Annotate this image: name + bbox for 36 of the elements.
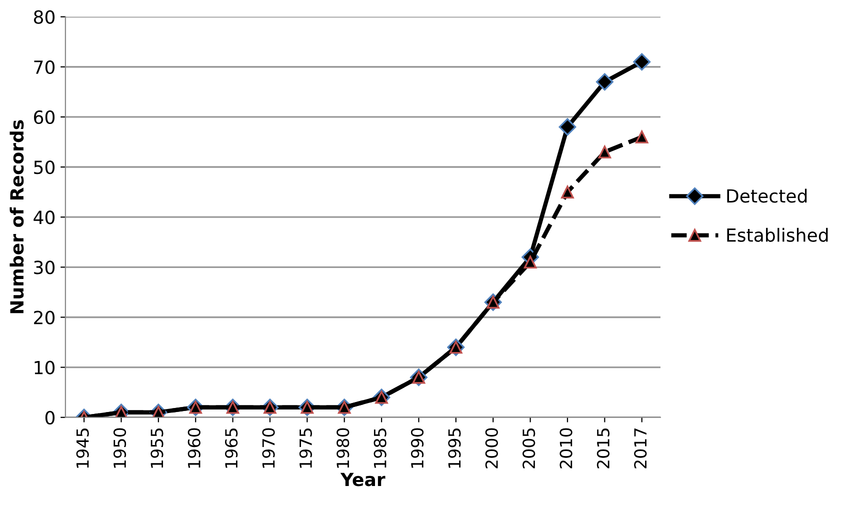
point (596, 73, 614, 91)
y-tick-label: 60 (34, 110, 55, 124)
x-tick-label: 1975 (299, 428, 312, 468)
x-tick-label: 1995 (448, 428, 461, 468)
x-tick-label: 2017 (634, 428, 647, 468)
x-tick-label: 1970 (262, 428, 275, 468)
point (561, 186, 574, 198)
x-tick-label: 2015 (596, 428, 610, 468)
y-tick-label: 50 (34, 160, 55, 174)
x-tick-label: 2000 (485, 428, 498, 468)
x-tick-label: 1960 (188, 428, 200, 468)
point (524, 256, 537, 269)
x-tick-label: 1950 (113, 428, 126, 468)
x-tick-label: 1955 (150, 428, 164, 468)
y-tick-label: 30 (34, 260, 55, 274)
x-tick-label: 1980 (336, 428, 350, 468)
legend-label: Detected (727, 188, 807, 203)
x-tick-label: 1945 (76, 428, 89, 468)
y-tick-label: 20 (34, 310, 55, 324)
x-tick-label: 2005 (522, 428, 536, 468)
point (558, 118, 576, 136)
y-tick-label: 70 (34, 60, 55, 74)
y-tick-label: 80 (34, 10, 55, 24)
point (633, 53, 651, 71)
legend-label: Established (727, 228, 828, 242)
x-tick-label: 1985 (374, 428, 386, 468)
y-tick-label: 10 (34, 360, 55, 374)
y-axis-title: Number of Records (10, 120, 24, 314)
x-tick-label: 2010 (560, 428, 572, 468)
x-axis-title: Year (340, 472, 386, 486)
x-tick-label: 1965 (225, 428, 238, 468)
y-tick-label: 40 (34, 210, 55, 224)
point (598, 146, 612, 158)
y-tick-label: 0 (45, 410, 55, 424)
x-tick-label: 1990 (410, 428, 424, 468)
point (635, 130, 648, 144)
